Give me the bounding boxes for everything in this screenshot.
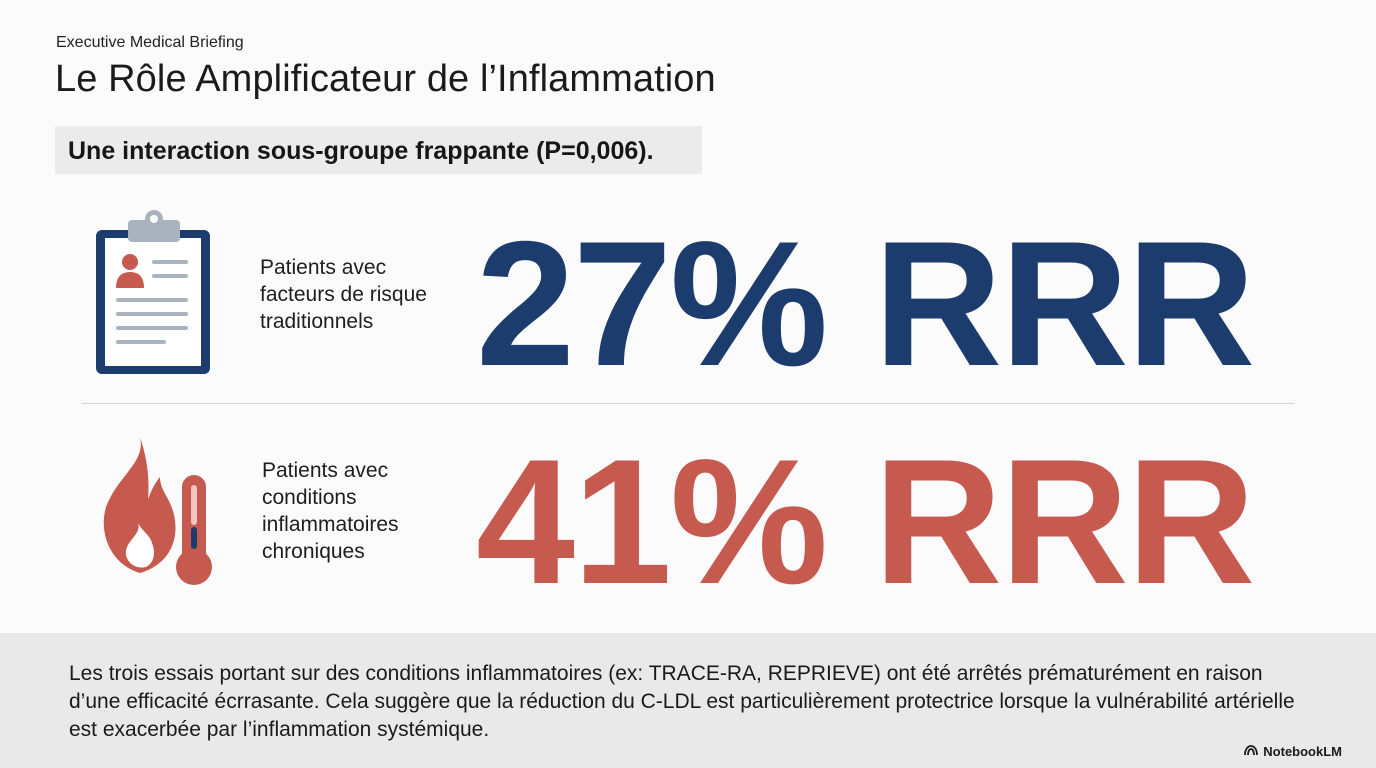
row-label: Patients avec facteurs de risque traditi…	[260, 256, 427, 333]
flame-thermometer-icon	[98, 435, 218, 590]
brand-badge: NotebookLM	[1244, 744, 1342, 759]
clipboard-icon	[94, 208, 214, 383]
divider	[82, 403, 1294, 404]
callout-box: Une interaction sous-groupe frappante (P…	[55, 126, 702, 174]
notebooklm-icon	[1244, 744, 1259, 759]
page-title: Le Rôle Amplificateur de l’Inflammation	[55, 58, 716, 100]
stat-value: 27% RRR	[476, 204, 1255, 403]
brand-label: NotebookLM	[1263, 744, 1342, 759]
stat-row-traditional: Patients avec facteurs de risque traditi…	[0, 205, 1376, 395]
row-label: Patients avec conditions inflammatoires …	[262, 459, 399, 563]
stat-row-inflammatory: Patients avec conditions inflammatoires …	[0, 425, 1376, 611]
stat-value: 41% RRR	[476, 422, 1255, 621]
footer-panel: Les trois essais portant sur des conditi…	[0, 633, 1376, 768]
eyebrow-label: Executive Medical Briefing	[56, 34, 244, 51]
footer-text: Les trois essais portant sur des conditi…	[69, 662, 1295, 741]
